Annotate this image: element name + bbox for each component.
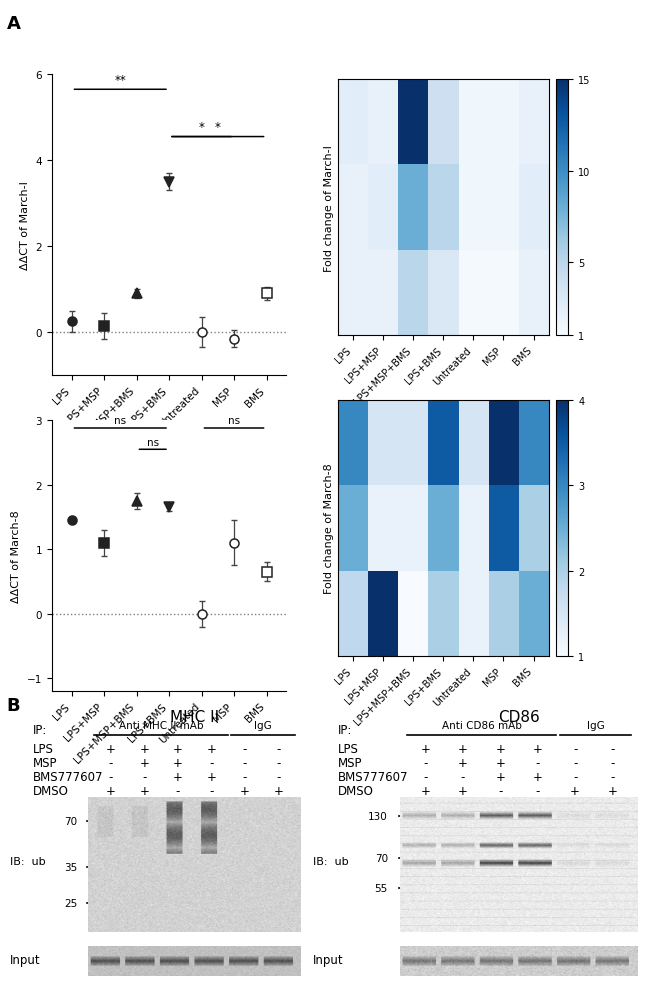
Text: 70: 70 — [375, 853, 388, 863]
Y-axis label: ΔΔCT of March-I: ΔΔCT of March-I — [20, 181, 30, 270]
Text: ns: ns — [228, 416, 240, 426]
Text: -: - — [536, 784, 540, 797]
Text: -: - — [276, 757, 281, 770]
Text: -: - — [573, 771, 577, 784]
Text: IP:: IP: — [338, 723, 352, 736]
Text: -: - — [242, 742, 247, 756]
Text: +: + — [421, 742, 430, 756]
Text: +: + — [139, 784, 150, 797]
Text: -: - — [176, 784, 180, 797]
Text: MSP: MSP — [338, 757, 363, 770]
Text: -: - — [536, 757, 540, 770]
Text: Anti MHC II mAb: Anti MHC II mAb — [119, 720, 203, 730]
Text: -: - — [610, 742, 615, 756]
Text: 25: 25 — [64, 898, 77, 908]
Text: +: + — [207, 742, 216, 756]
Text: IB:  ub: IB: ub — [10, 856, 46, 866]
Text: CD86: CD86 — [498, 709, 540, 724]
Text: +: + — [421, 784, 430, 797]
Text: ns: ns — [114, 416, 126, 426]
Text: +: + — [495, 771, 505, 784]
Text: -: - — [242, 757, 247, 770]
Text: IB:  ub: IB: ub — [313, 856, 348, 866]
Text: 35: 35 — [64, 863, 77, 873]
Text: -: - — [461, 771, 465, 784]
Text: +: + — [173, 742, 183, 756]
Text: B: B — [6, 696, 20, 714]
Text: Input: Input — [313, 954, 344, 966]
Text: -: - — [423, 757, 428, 770]
Text: +: + — [207, 771, 216, 784]
Text: Input: Input — [10, 954, 41, 966]
Text: +: + — [570, 784, 580, 797]
Text: -: - — [276, 742, 281, 756]
Text: IP:: IP: — [32, 723, 47, 736]
Text: +: + — [173, 771, 183, 784]
Text: MHC II: MHC II — [170, 709, 219, 724]
Text: 70: 70 — [64, 817, 77, 827]
Text: +: + — [533, 771, 543, 784]
Text: LPS: LPS — [338, 742, 359, 756]
Text: *: * — [214, 121, 221, 134]
Text: +: + — [458, 757, 468, 770]
Text: DMSO: DMSO — [32, 784, 68, 797]
Text: -: - — [209, 784, 214, 797]
Text: IgG: IgG — [254, 720, 272, 730]
Text: -: - — [498, 784, 502, 797]
Text: +: + — [533, 742, 543, 756]
Text: -: - — [573, 742, 577, 756]
Text: +: + — [139, 742, 150, 756]
Text: +: + — [458, 742, 468, 756]
Text: +: + — [106, 784, 116, 797]
Text: +: + — [139, 757, 150, 770]
Text: 55: 55 — [374, 883, 388, 893]
Text: -: - — [109, 757, 113, 770]
Text: -: - — [209, 757, 214, 770]
Text: -: - — [109, 771, 113, 784]
Text: Anti CD86 mAb: Anti CD86 mAb — [441, 720, 521, 730]
Y-axis label: Fold change of March-8: Fold change of March-8 — [324, 463, 334, 594]
Y-axis label: Fold change of March-I: Fold change of March-I — [324, 144, 334, 272]
Text: +: + — [240, 784, 250, 797]
Text: +: + — [608, 784, 617, 797]
Text: DMSO: DMSO — [338, 784, 374, 797]
Text: LPS: LPS — [32, 742, 53, 756]
Text: *: * — [198, 121, 205, 134]
Text: BMS777607: BMS777607 — [32, 771, 103, 784]
Text: ns: ns — [147, 437, 159, 447]
Text: +: + — [495, 757, 505, 770]
Y-axis label: ΔΔCT of March-8: ΔΔCT of March-8 — [11, 510, 21, 602]
Text: MSP: MSP — [32, 757, 57, 770]
Text: +: + — [495, 742, 505, 756]
Text: IgG: IgG — [586, 720, 605, 730]
Text: **: ** — [114, 74, 126, 87]
Text: -: - — [573, 757, 577, 770]
Text: -: - — [276, 771, 281, 784]
Text: -: - — [242, 771, 247, 784]
Text: +: + — [274, 784, 283, 797]
Text: +: + — [458, 784, 468, 797]
Text: A: A — [6, 15, 20, 33]
Text: 130: 130 — [368, 812, 388, 822]
Text: BMS777607: BMS777607 — [338, 771, 408, 784]
Text: -: - — [142, 771, 146, 784]
Text: -: - — [610, 771, 615, 784]
Text: -: - — [423, 771, 428, 784]
Text: +: + — [106, 742, 116, 756]
Text: -: - — [610, 757, 615, 770]
Text: +: + — [173, 757, 183, 770]
